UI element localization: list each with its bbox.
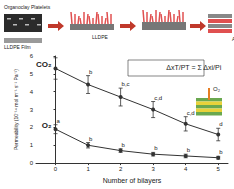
svg-text:d: d [219, 121, 222, 127]
svg-text:b: b [89, 136, 93, 142]
svg-text:Number of bilayers: Number of bilayers [103, 177, 162, 185]
svg-text:6: 6 [30, 53, 34, 59]
svg-text:a: a [57, 118, 61, 124]
svg-text:c,d: c,d [154, 95, 162, 101]
svg-text:b: b [154, 145, 158, 151]
svg-text:Permeability (10⁻¹⁴ mol m⁻¹ s⁻: Permeability (10⁻¹⁴ mol m⁻¹ s⁻¹ Pa⁻¹) [13, 69, 19, 150]
svg-text:2: 2 [119, 166, 123, 172]
svg-text:0: 0 [54, 166, 58, 172]
svg-text:ΔxT/PT = Σ Δxi/Pi: ΔxT/PT = Σ Δxi/Pi [166, 64, 221, 71]
svg-text:LLDPE: LLDPE [92, 34, 109, 40]
svg-text:1: 1 [86, 166, 90, 172]
svg-text:LLDPE Film: LLDPE Film [4, 44, 31, 50]
svg-text:5: 5 [217, 166, 221, 172]
svg-text:Organoclay Platelets: Organoclay Platelets [4, 4, 51, 10]
svg-text:b,c: b,c [122, 81, 130, 87]
svg-text:b: b [187, 147, 191, 153]
svg-text:2: 2 [30, 124, 34, 130]
svg-text:5: 5 [30, 71, 34, 77]
svg-text:O₂: O₂ [213, 86, 221, 92]
svg-text:b: b [122, 142, 126, 148]
svg-text:4: 4 [184, 166, 188, 172]
svg-text:4: 4 [30, 89, 34, 95]
svg-text:Alternate Deposition: Alternate Deposition [232, 36, 234, 42]
svg-text:0: 0 [30, 160, 34, 166]
svg-text:3: 3 [30, 107, 34, 113]
svg-text:1: 1 [30, 142, 34, 148]
svg-text:b: b [89, 69, 93, 75]
svg-text:b: b [219, 149, 223, 155]
svg-text:3: 3 [151, 166, 155, 172]
svg-text:a: a [57, 51, 61, 57]
svg-text:CO₂: CO₂ [36, 60, 52, 69]
svg-text:c,d: c,d [187, 110, 195, 116]
svg-text:O₂: O₂ [42, 121, 52, 130]
